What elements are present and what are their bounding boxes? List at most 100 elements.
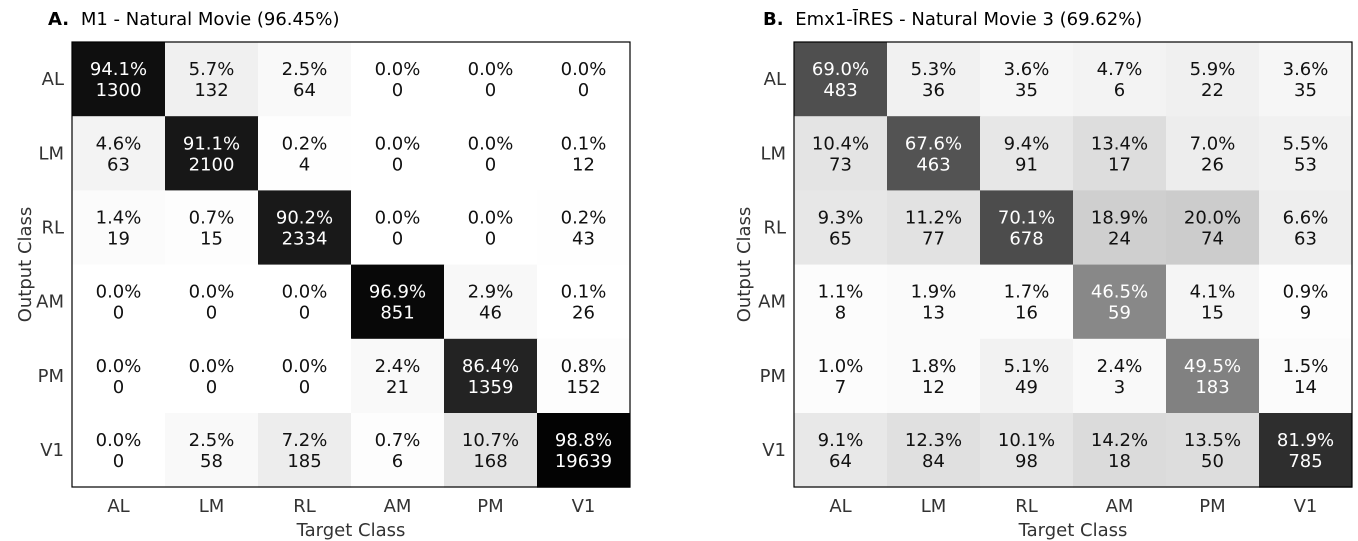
panel-b-cell-AM-AM	[1073, 264, 1167, 340]
panel-a-cell-percent-label: 2.4%	[375, 356, 421, 377]
panel-b-cell-RL-AL	[794, 190, 888, 266]
panel-a-cell-percent-label: 0.2%	[561, 208, 607, 229]
panel-a-cell-percent-label: 0.0%	[282, 356, 328, 377]
panel-a-cell-percent-label: 91.1%	[183, 133, 240, 154]
panel-a-y-ticks: AL LM RL AM PM V1	[36, 69, 64, 461]
panel-b-cell-percent-label: 3.6%	[1283, 59, 1329, 80]
panel-a-cell-PM-PM	[444, 338, 538, 414]
panel-a-cell-percent-label: 4.6%	[96, 133, 142, 154]
panel-a-cell-percent-label: 0.0%	[189, 282, 235, 303]
panel-b-cell-percent-label: 1.7%	[1004, 282, 1050, 303]
panel-b-x-tick-label: AM	[1106, 496, 1134, 517]
panel-a-cell-LM-AL	[72, 116, 166, 191]
panel-b-x-tick-label: RL	[1015, 496, 1038, 517]
panel-a-cell-LM-LM	[165, 116, 259, 191]
panel-a-y-tick-label: RL	[41, 218, 64, 239]
panel-a-y-tick-label: LM	[38, 143, 64, 164]
panel-a-cell-V1-V1	[537, 413, 631, 488]
panel-a-cell-percent-label: 0.0%	[375, 59, 421, 80]
panel-b-cell-percent-label: 5.5%	[1283, 133, 1329, 154]
panel-b-cell-count-label: 14	[1294, 377, 1317, 398]
panel-a-cell-percent-label: 94.1%	[90, 59, 147, 80]
panel-a-cell-AL-V1	[537, 42, 631, 117]
panel-b-cell-count-label: 17	[1108, 154, 1131, 175]
panel-a-cell-PM-LM	[165, 338, 259, 414]
panel-a-cell-count-label: 0	[485, 154, 496, 175]
panel-b-cell-count-label: 77	[922, 229, 945, 250]
panel-a-cell-AM-AM	[351, 264, 445, 340]
panel-b-cell-count-label: 7	[835, 377, 846, 398]
panel-b-cell-percent-label: 67.6%	[905, 133, 962, 154]
panel-a-cell-count-label: 0	[485, 229, 496, 250]
panel-a-cell-count-label: 168	[473, 451, 507, 472]
panel-b-cell-LM-RL	[980, 116, 1074, 191]
panel-b-cell-LM-V1	[1259, 116, 1353, 191]
panel-b-cell-percent-label: 1.0%	[818, 356, 864, 377]
panel-a-x-tick-label: PM	[477, 496, 503, 517]
panel-a-cell-V1-AM	[351, 413, 445, 488]
panel-b-cell-count-label: 73	[829, 154, 852, 175]
panel-b-cell-percent-label: 20.0%	[1184, 208, 1241, 229]
panel-a-cell-AL-AL	[72, 42, 166, 117]
panel-b-cell-LM-AL	[794, 116, 888, 191]
panel-a-cell-percent-label: 10.7%	[462, 430, 519, 451]
panel-b-y-tick-label: RL	[763, 218, 786, 239]
panel-a-cell-count-label: 4	[299, 154, 310, 175]
panel-b-cell-V1-LM	[887, 413, 981, 488]
panel-b-x-axis-label: Target Class	[1018, 520, 1128, 541]
panel-b-cell-RL-AM	[1073, 190, 1167, 266]
panel-a-cell-count-label: 26	[572, 303, 595, 324]
panel-a-cell-V1-AL	[72, 413, 166, 488]
panel-b-x-tick-label: LM	[921, 496, 947, 517]
panel-a-cell-LM-PM	[444, 116, 538, 191]
panel-b-title: Emx1-ĪRES - Natural Movie 3 (69.62%)	[795, 8, 1142, 30]
panel-b-cell-count-label: 53	[1294, 154, 1317, 175]
panel-b-cell-AM-PM	[1166, 264, 1260, 340]
panel-a-cell-percent-label: 0.0%	[189, 356, 235, 377]
panel-a-cell-V1-PM	[444, 413, 538, 488]
panel-a-cell-count-label: 0	[113, 451, 124, 472]
panel-b-cell-count-label: 13	[922, 303, 945, 324]
panel-b-cell-percent-label: 46.5%	[1091, 282, 1148, 303]
panel-b-cell-count-label: 463	[916, 154, 950, 175]
panel-b-cell-count-label: 74	[1201, 229, 1224, 250]
panel-a-cell-percent-label: 0.1%	[561, 282, 607, 303]
panel-a-cell-percent-label: 96.9%	[369, 282, 426, 303]
panel-a-cell-AM-RL	[258, 264, 352, 340]
panel-b-cell-percent-label: 49.5%	[1184, 356, 1241, 377]
panel-a-frame	[71, 41, 631, 488]
panel-b-cell-LM-PM	[1166, 116, 1260, 191]
panel-b: B. Emx1-ĪRES - Natural Movie 3 (69.62%) …	[734, 8, 1353, 541]
panel-b-cell-count-label: 18	[1108, 451, 1131, 472]
panel-b-cell-percent-label: 81.9%	[1277, 430, 1334, 451]
panel-b-cell-count-label: 678	[1009, 229, 1043, 250]
panel-a-cell-count-label: 0	[206, 303, 217, 324]
panel-a-cell-count-label: 0	[392, 154, 403, 175]
panel-a-cell-percent-label: 0.0%	[282, 282, 328, 303]
panel-b-cell-PM-PM	[1166, 338, 1260, 414]
panel-b-cell-percent-label: 4.1%	[1190, 282, 1236, 303]
panel-a-cell-percent-label: 0.0%	[375, 208, 421, 229]
panel-b-frame	[793, 41, 1353, 488]
panel-a-cell-percent-label: 0.0%	[96, 430, 142, 451]
panel-a-cell-RL-LM	[165, 190, 259, 266]
panel-b-cell-percent-label: 11.2%	[905, 208, 962, 229]
panel-a-label: A.	[48, 9, 69, 30]
panel-b-y-ticks: AL LM RL AM PM V1	[758, 69, 786, 461]
panel-b-cell-AL-LM	[887, 42, 981, 117]
panel-b-cell-count-label: 6	[1114, 80, 1125, 101]
panel-b-cell-count-label: 785	[1288, 451, 1322, 472]
panel-a-y-tick-label: AL	[42, 69, 64, 90]
panel-b-x-ticks: AL LM RL AM PM V1	[829, 496, 1317, 517]
panel-b-cell-count-label: 63	[1294, 229, 1317, 250]
panel-a-cell-count-label: 12	[572, 154, 595, 175]
panel-a-cell-count-label: 43	[572, 229, 595, 250]
panel-a-cell-AM-V1	[537, 264, 631, 340]
panel-a-cell-percent-label: 0.0%	[468, 59, 514, 80]
panel-b-cell-PM-AM	[1073, 338, 1167, 414]
panel-a-cell-count-label: 185	[287, 451, 321, 472]
panel-b-cell-count-label: 35	[1294, 80, 1317, 101]
panel-b-cell-V1-RL	[980, 413, 1074, 488]
panel-b-cell-V1-PM	[1166, 413, 1260, 488]
